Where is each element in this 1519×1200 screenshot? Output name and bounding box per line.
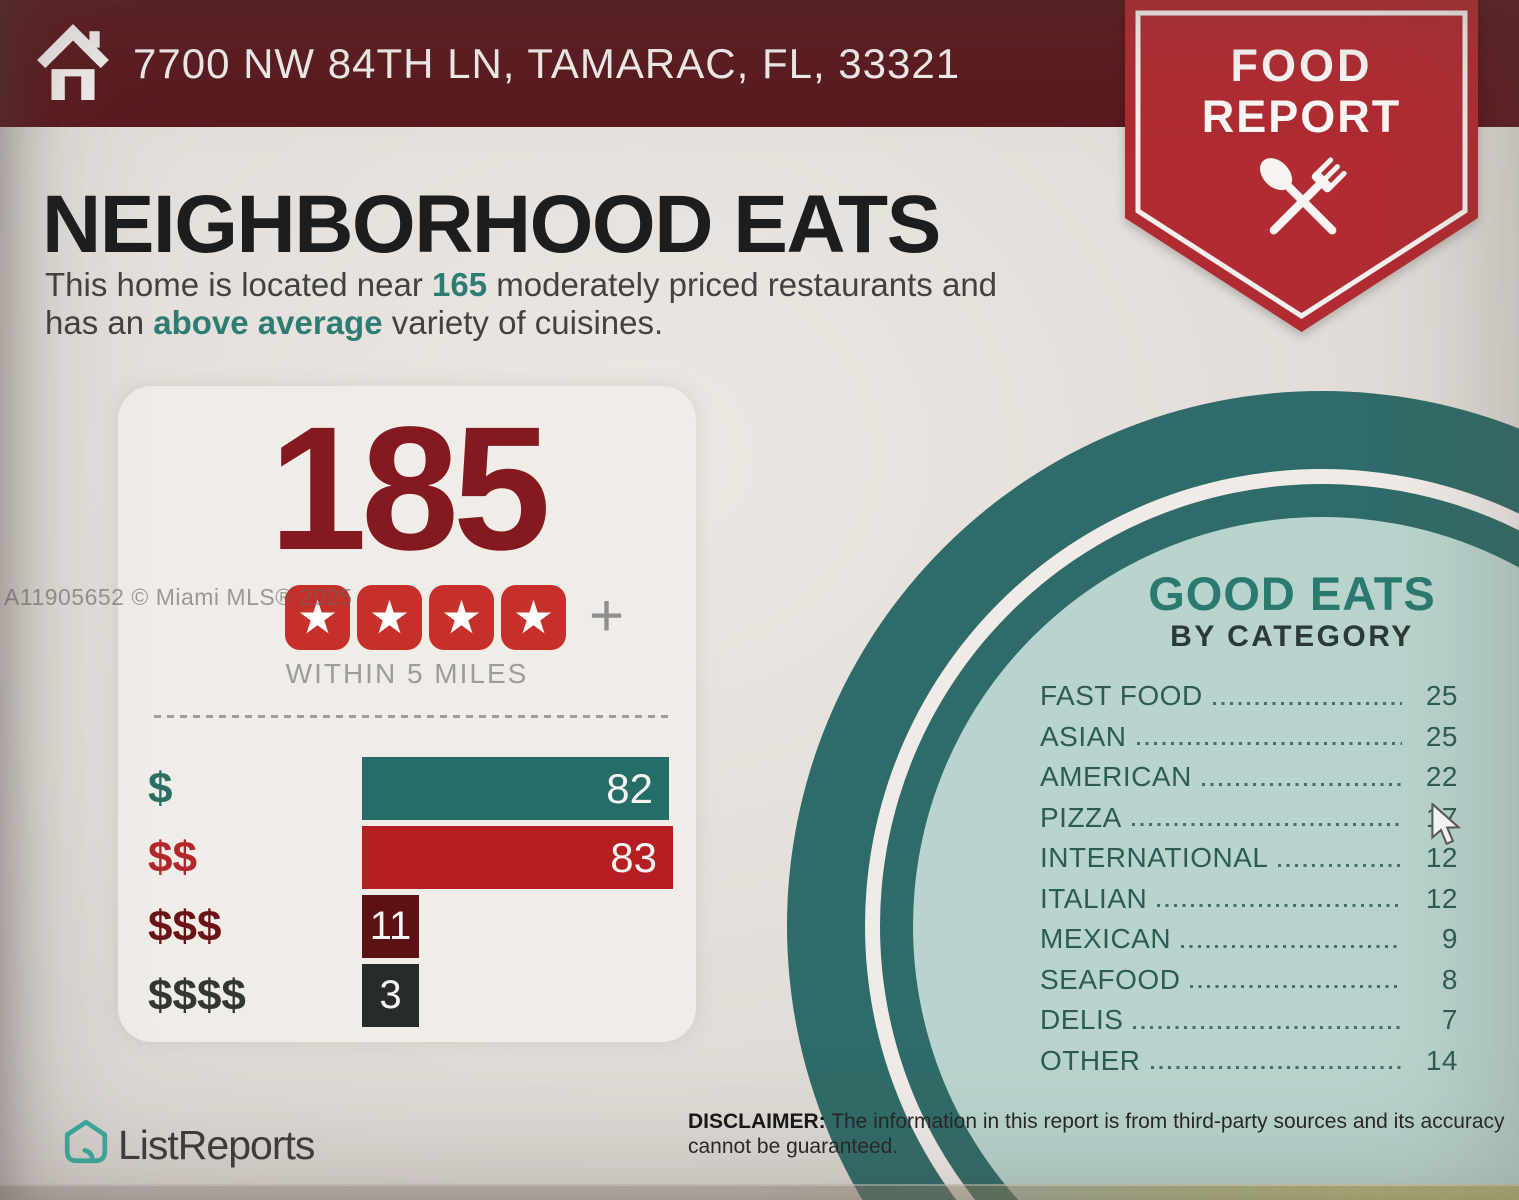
page-title: NEIGHBORHOOD EATS <box>42 179 941 270</box>
list-item: FAST FOOD 25 <box>1040 680 1458 712</box>
price-tier-bar-chart: $ 82 $$ 83 $$$ 11 $$$$ 3 <box>148 757 673 1033</box>
listreports-logo-icon <box>62 1118 110 1171</box>
list-item: OTHER 14 <box>1040 1044 1458 1076</box>
dot-leader <box>1131 823 1402 827</box>
bar-price2: 83 <box>362 826 673 889</box>
intro-line1: This home is located near 165 moderately… <box>45 266 998 303</box>
bar-row-price1: $ 82 <box>148 757 673 820</box>
dot-leader <box>1278 863 1402 867</box>
bar-row-price3: $$$ 11 <box>148 895 673 958</box>
list-item: DELIS 7 <box>1040 1004 1458 1036</box>
dot-leader <box>1212 701 1402 705</box>
star-icon: ★ <box>357 585 422 650</box>
good-eats-title: GOOD EATS <box>1148 567 1436 620</box>
list-item: MEXICAN 9 <box>1040 923 1458 955</box>
bar-value: 82 <box>606 764 653 812</box>
dot-leader <box>1190 985 1402 989</box>
mouse-cursor-icon <box>1429 801 1463 854</box>
dot-leader <box>1136 742 1402 746</box>
dot-leader <box>1181 944 1402 948</box>
listreports-wordmark: ListReports <box>118 1121 315 1168</box>
restaurant-summary-card: 185 ★ ★ ★ ★ + WITHIN 5 MILES $ 82 $$ 83 $$$… <box>118 386 696 1042</box>
list-item: PIZZA17 <box>1040 798 1458 839</box>
price-tier-label: $ <box>148 763 173 813</box>
bar-value: 11 <box>369 904 412 948</box>
star-icon: ★ <box>501 585 566 650</box>
property-address: 7700 NW 84TH LN, TAMARAC, FL, 33321 <box>133 40 961 87</box>
bar-row-price2: $$ 83 <box>148 826 673 889</box>
dot-leader <box>1157 904 1402 908</box>
list-item: AMERICAN 22 <box>1040 761 1458 793</box>
bar-price3: 11 <box>362 895 419 958</box>
intro-text: This home is located near 165 moderately… <box>45 266 997 342</box>
bar-price1: 82 <box>362 757 669 820</box>
bar-row-price4: $$$$ 3 <box>148 964 673 1027</box>
plus-sign: + <box>589 582 625 649</box>
price-tier-label: $$$$ <box>148 970 246 1020</box>
list-item: ASIAN 25 <box>1040 720 1458 752</box>
restaurant-count: 185 <box>269 391 551 587</box>
star-icon: ★ <box>429 585 494 650</box>
intro-line2: has an above average variety of cuisines… <box>45 304 664 341</box>
star-icon: ★ <box>285 585 350 650</box>
dotted-divider <box>154 715 668 718</box>
bar-price4: 3 <box>362 964 419 1027</box>
list-item: ITALIAN 12 <box>1040 882 1458 914</box>
star-row: ★ ★ ★ ★ <box>285 585 566 650</box>
spoon-fork-icon <box>1238 146 1368 263</box>
food-report-badge <box>1125 0 1478 332</box>
dot-leader <box>1150 1066 1402 1070</box>
dot-leader <box>1201 782 1402 786</box>
screen-edge-strip <box>0 1184 1519 1200</box>
home-icon <box>36 22 110 107</box>
disclaimer: DISCLAIMER: The information in this repo… <box>688 1110 1505 1158</box>
restaurant-count-highlight: 165 <box>432 266 488 303</box>
list-item: SEAFOOD 8 <box>1040 963 1458 995</box>
price-tier-label: $$$ <box>148 901 222 951</box>
bar-value: 3 <box>379 973 402 1017</box>
disclaimer-label: DISCLAIMER: <box>688 1110 826 1133</box>
radius-caption: WITHIN 5 MILES <box>285 658 529 689</box>
variety-highlight: above average <box>153 304 383 341</box>
badge-title-line1: FOOD <box>1230 40 1373 91</box>
dot-leader <box>1133 1025 1402 1029</box>
bar-value: 83 <box>610 833 657 881</box>
listreports-brand: ListReports <box>62 1118 315 1171</box>
price-tier-label: $$ <box>148 832 197 882</box>
good-eats-subtitle: BY CATEGORY <box>1170 620 1414 653</box>
list-item: INTERNATIONAL 12 <box>1040 842 1458 874</box>
star-rating: ★ ★ ★ ★ + <box>285 585 624 650</box>
badge-title-line2: REPORT <box>1201 91 1402 142</box>
mls-watermark: A11905652 © Miami MLS® 2025 <box>4 584 353 610</box>
